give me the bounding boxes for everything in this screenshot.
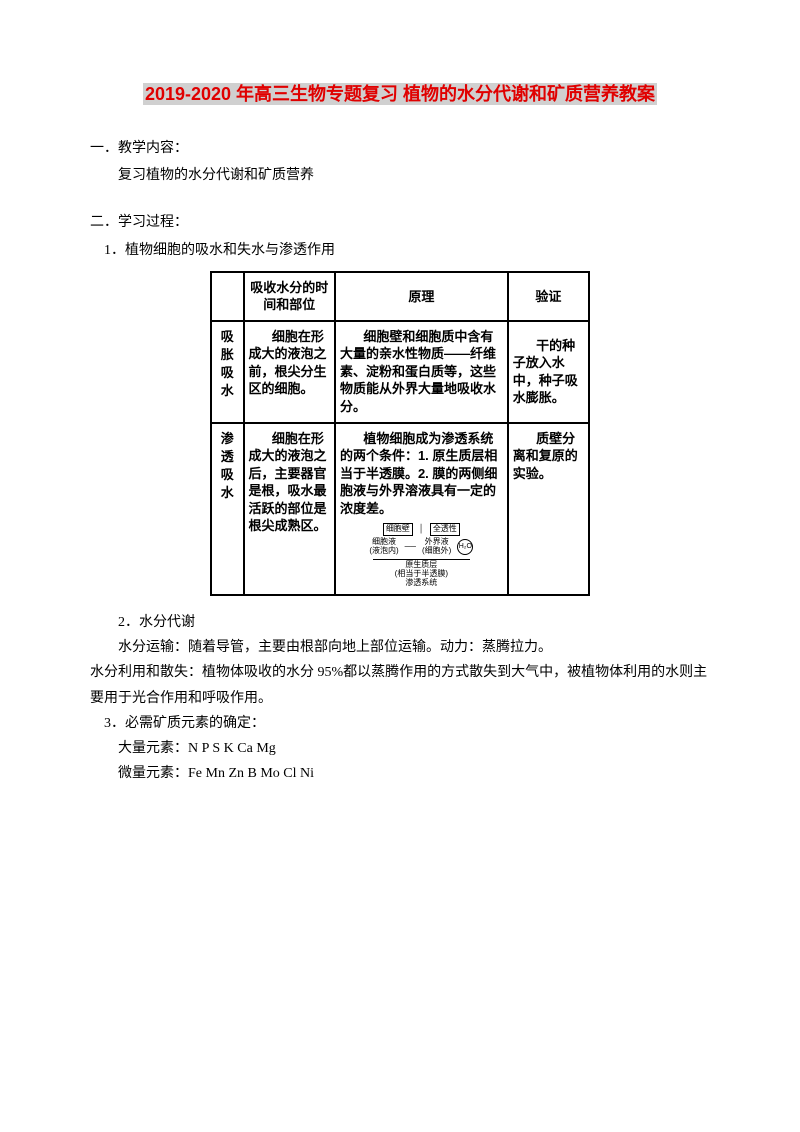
document-page: 2019-2020 年高三生物专题复习 植物的水分代谢和矿质营养教案 一．教学内… bbox=[0, 0, 800, 786]
item-2-heading: 2．水分代谢 bbox=[90, 610, 710, 635]
item-1-heading: 1．植物细胞的吸水和失水与渗透作用 bbox=[90, 238, 710, 263]
table-row: 渗透吸水 细胞在形成大的液泡之后，主要器官是根，吸水最活跃的部位是根尖成熟区。 … bbox=[211, 423, 589, 596]
table-header-row: 吸收水分的时间和部位 原理 验证 bbox=[211, 272, 589, 321]
row1-principle: 细胞壁和细胞质中含有大量的亲水性物质——纤维素、淀粉和蛋白质等，这些物质能从外界… bbox=[335, 321, 508, 423]
row1-verify: 干的种子放入水中，种子吸水膨胀。 bbox=[508, 321, 589, 423]
item-2-line-2: 水分利用和散失：植物体吸收的水分 95%都以蒸腾作用的方式散失到大气中，被植物体… bbox=[90, 660, 710, 710]
table-row: 吸胀吸水 细胞在形成大的液泡之前，根尖分生区的细胞。 细胞壁和细胞质中含有大量的… bbox=[211, 321, 589, 423]
header-blank bbox=[211, 272, 244, 321]
spacer bbox=[90, 188, 710, 204]
item-2-line-1: 水分运输：随着导管，主要由根部向地上部位运输。动力：蒸腾拉力。 bbox=[90, 635, 710, 660]
row1-time: 细胞在形成大的液泡之前，根尖分生区的细胞。 bbox=[244, 321, 335, 423]
row2-label: 渗透吸水 bbox=[211, 423, 244, 596]
item-3-heading: 3．必需矿质元素的确定： bbox=[90, 711, 710, 736]
row2-principle: 植物细胞成为渗透系统的两个条件：1. 原生质层相当于半透膜。2. 膜的两侧细胞液… bbox=[335, 423, 508, 596]
header-time: 吸收水分的时间和部位 bbox=[244, 272, 335, 321]
table-container: 吸收水分的时间和部位 原理 验证 吸胀吸水 细胞在形成大的液泡之前，根尖分生区的… bbox=[90, 271, 710, 596]
row2-time: 细胞在形成大的液泡之后，主要器官是根，吸水最活跃的部位是根尖成熟区。 bbox=[244, 423, 335, 596]
row2-verify: 质壁分离和复原的实验。 bbox=[508, 423, 589, 596]
biology-table: 吸收水分的时间和部位 原理 验证 吸胀吸水 细胞在形成大的液泡之前，根尖分生区的… bbox=[210, 271, 590, 596]
item-3-line-1: 大量元素：N P S K Ca Mg bbox=[90, 736, 710, 761]
row2-principle-text: 植物细胞成为渗透系统的两个条件：1. 原生质层相当于半透膜。2. 膜的两侧细胞液… bbox=[340, 430, 503, 518]
section-1-heading: 一．教学内容： bbox=[90, 136, 710, 161]
page-title: 2019-2020 年高三生物专题复习 植物的水分代谢和矿质营养教案 bbox=[143, 83, 657, 105]
item-3-line-2: 微量元素：Fe Mn Zn B Mo Cl Ni bbox=[90, 761, 710, 786]
section-2-heading: 二．学习过程： bbox=[90, 210, 710, 235]
section-1-body: 复习植物的水分代谢和矿质营养 bbox=[90, 163, 710, 188]
title-container: 2019-2020 年高三生物专题复习 植物的水分代谢和矿质营养教案 bbox=[90, 80, 710, 106]
row1-label: 吸胀吸水 bbox=[211, 321, 244, 423]
header-principle: 原理 bbox=[335, 272, 508, 321]
osmosis-diagram: 细胞壁│全透性 细胞液(液泡内) ── 外界液(细胞外) H₂O 原生质层(相当… bbox=[340, 523, 503, 588]
header-verify: 验证 bbox=[508, 272, 589, 321]
